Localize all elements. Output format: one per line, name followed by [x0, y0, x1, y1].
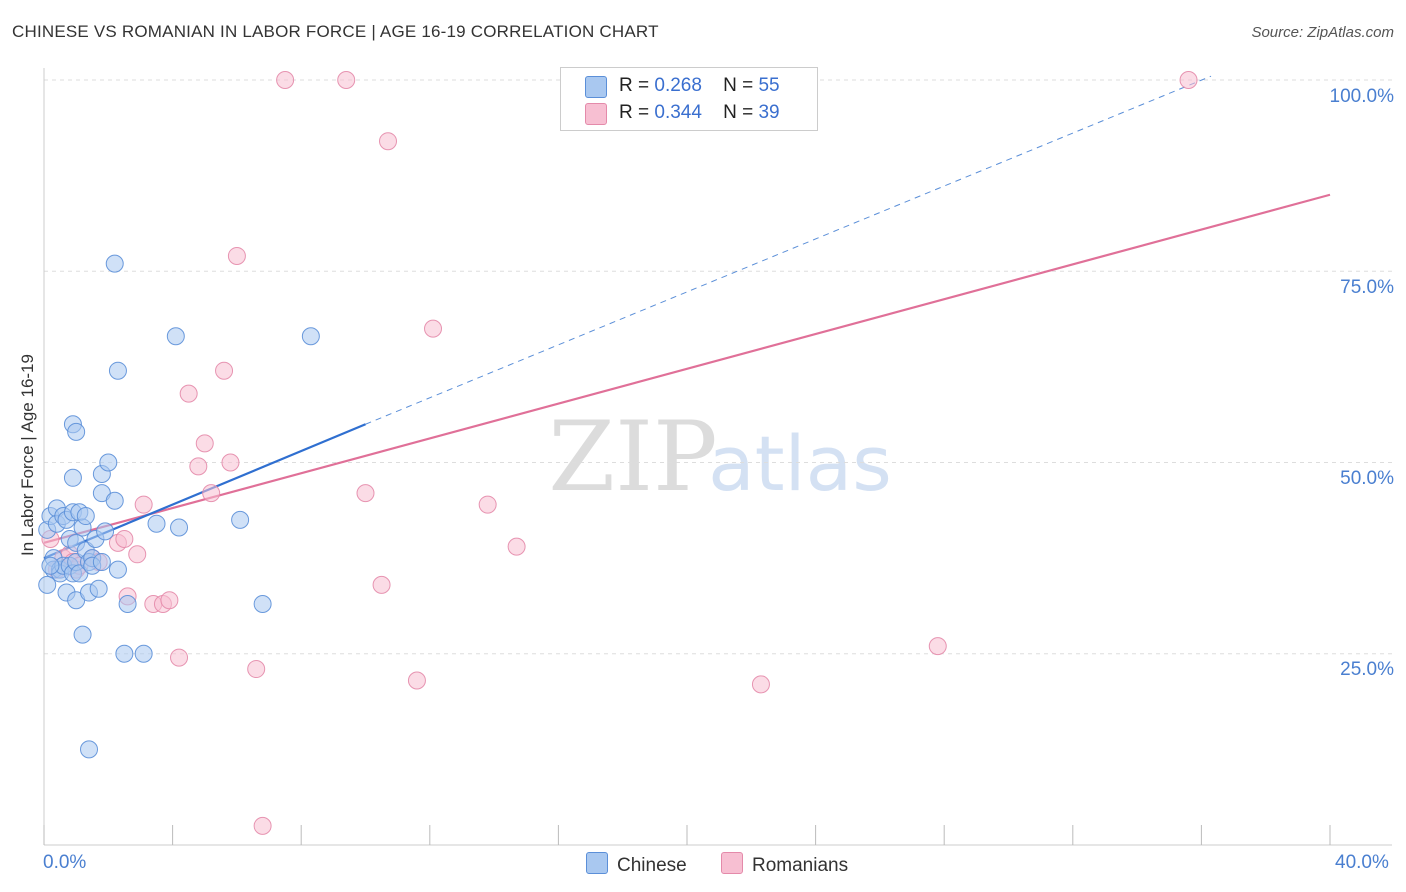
chinese-point	[67, 422, 86, 441]
n-label: N =	[723, 102, 754, 123]
romanians-swatch	[721, 852, 743, 874]
romanians-point	[1179, 71, 1198, 89]
chinese-point	[115, 644, 134, 663]
chinese-point	[134, 644, 153, 663]
chinese-point	[105, 491, 124, 510]
chinese-point	[108, 560, 127, 579]
romanians-point	[160, 591, 179, 610]
romanians-point	[115, 530, 134, 548]
romanians-point	[379, 132, 398, 151]
chinese-swatch	[585, 76, 607, 98]
romanians-swatch	[585, 103, 607, 125]
y-tick-label: 50.0%	[1340, 468, 1394, 489]
romanians-point	[134, 495, 153, 514]
n-value: 55	[758, 75, 780, 96]
romanians-point	[356, 484, 375, 503]
n-label: N =	[723, 75, 754, 96]
r-value: 0.344	[654, 102, 702, 123]
chinese-point	[41, 556, 60, 575]
r-label: R =	[619, 75, 650, 96]
romanians-point	[128, 545, 147, 564]
chinese-point	[231, 510, 250, 529]
watermark-zip: ZIP	[548, 401, 717, 513]
r-value: 0.268	[654, 75, 702, 96]
n-value: 39	[758, 102, 780, 123]
chinese-point	[108, 361, 127, 380]
chinese-point	[92, 552, 111, 571]
chart-title: CHINESE VS ROMANIAN IN LABOR FORCE | AGE…	[12, 22, 659, 41]
chinese-point	[63, 468, 82, 487]
x-tick-label: 0.0%	[43, 852, 87, 873]
grid-lines	[44, 79, 1392, 655]
romanians-point	[928, 637, 947, 656]
legend-label-romanians: Romanians	[752, 855, 849, 876]
romanians-point	[751, 675, 770, 694]
romanians-point	[507, 537, 526, 556]
y-axis-label: In Labor Force | Age 16-19	[18, 354, 37, 556]
chinese-point	[147, 514, 166, 533]
chinese-point	[253, 595, 272, 614]
legend-item-chinese[interactable]: Chinese	[586, 852, 687, 877]
chinese-point	[166, 327, 185, 346]
chinese-point	[38, 575, 57, 594]
chinese-point	[76, 507, 95, 526]
romanians-point	[227, 246, 246, 265]
romanians-point	[215, 361, 234, 380]
chinese-point	[301, 327, 320, 346]
x-tick-label: 40.0%	[1335, 852, 1389, 873]
chinese-trend-extrapolation	[365, 75, 1212, 425]
chinese-point	[73, 625, 92, 644]
romanians-point	[202, 484, 221, 503]
source-label: Source: ZipAtlas.com	[1251, 24, 1394, 41]
romanians-trend-line	[43, 193, 1331, 544]
romanians-point	[189, 457, 208, 476]
r-label: R =	[619, 102, 650, 123]
chinese-swatch	[586, 852, 608, 874]
chinese-point	[89, 579, 108, 598]
romanians-point	[221, 453, 240, 472]
y-tick-label: 75.0%	[1340, 277, 1394, 298]
data-points	[38, 71, 1198, 835]
watermark-atlas: atlas	[708, 419, 892, 508]
legend-label-chinese: Chinese	[617, 855, 687, 876]
y-tick-label: 100.0%	[1329, 86, 1394, 107]
chinese-point	[99, 453, 118, 472]
chinese-point	[105, 254, 124, 273]
romanians-point	[424, 319, 443, 338]
romanians-point	[170, 648, 189, 667]
romanians-point	[253, 816, 272, 835]
chinese-point	[170, 518, 189, 537]
romanians-point	[247, 660, 266, 679]
watermark: ZIP atlas	[548, 401, 891, 513]
legend-item-romanians[interactable]: Romanians	[721, 852, 848, 877]
chinese-point	[80, 740, 99, 759]
y-tick-label: 25.0%	[1340, 659, 1394, 680]
series-legend: Chinese Romanians	[0, 852, 1406, 878]
chinese-point	[96, 522, 115, 541]
romanians-point	[407, 671, 426, 690]
romanians-point	[179, 384, 198, 403]
romanians-point	[195, 434, 214, 453]
romanians-point	[276, 71, 295, 89]
romanians-point	[478, 495, 497, 514]
chinese-point	[118, 595, 137, 614]
romanians-point	[372, 575, 391, 594]
correlation-legend: R = 0.268 N = 55 R = 0.344 N = 39	[560, 67, 818, 131]
romanians-point	[337, 71, 356, 89]
x-axis	[43, 68, 1392, 846]
